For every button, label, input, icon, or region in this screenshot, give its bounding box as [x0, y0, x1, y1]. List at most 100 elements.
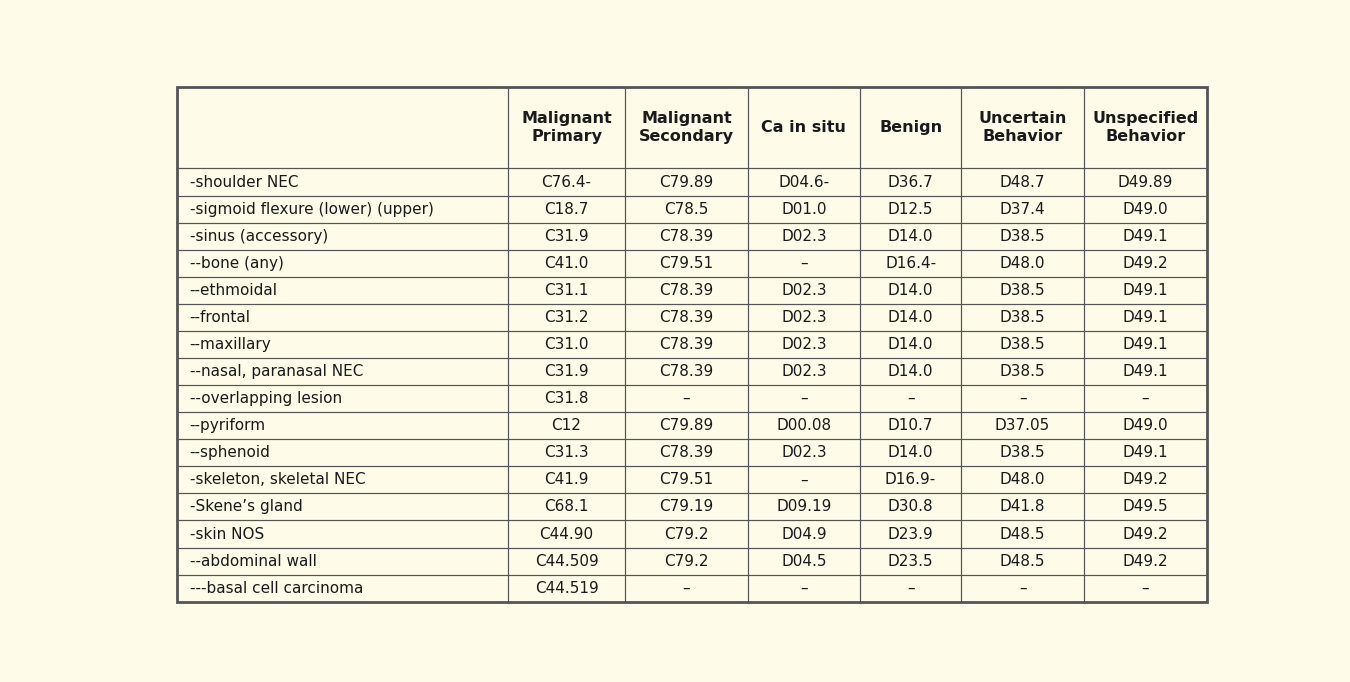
Bar: [625, 277, 748, 304]
Bar: [508, 412, 625, 439]
Text: D38.5: D38.5: [1000, 445, 1045, 460]
Text: C44.90: C44.90: [540, 527, 594, 542]
Text: C44.509: C44.509: [535, 554, 598, 569]
Bar: [961, 466, 1084, 493]
Bar: [1084, 548, 1207, 575]
Bar: [625, 575, 748, 602]
Bar: [625, 87, 748, 168]
Text: D48.5: D48.5: [1000, 554, 1045, 569]
Bar: [177, 548, 508, 575]
Bar: [860, 575, 961, 602]
Bar: [508, 196, 625, 222]
Bar: [625, 168, 748, 196]
Bar: [177, 250, 508, 277]
Bar: [748, 196, 860, 222]
Bar: [961, 222, 1084, 250]
Text: Malignant
Secondary: Malignant Secondary: [639, 111, 734, 145]
Bar: [1084, 222, 1207, 250]
Bar: [177, 439, 508, 466]
Text: C31.3: C31.3: [544, 445, 589, 460]
Text: C78.39: C78.39: [659, 310, 714, 325]
Text: D49.2: D49.2: [1122, 473, 1168, 488]
Bar: [961, 87, 1084, 168]
Bar: [1084, 520, 1207, 548]
Bar: [860, 548, 961, 575]
Text: D49.1: D49.1: [1122, 310, 1168, 325]
Bar: [748, 385, 860, 412]
Bar: [508, 358, 625, 385]
Text: C79.2: C79.2: [664, 527, 709, 542]
Text: C78.39: C78.39: [659, 337, 714, 352]
Bar: [177, 575, 508, 602]
Text: D09.19: D09.19: [776, 499, 832, 514]
Bar: [508, 331, 625, 358]
Bar: [748, 439, 860, 466]
Text: C79.2: C79.2: [664, 554, 709, 569]
Text: -Skene’s gland: -Skene’s gland: [189, 499, 302, 514]
Bar: [860, 466, 961, 493]
Bar: [860, 466, 961, 493]
Text: D16.9-: D16.9-: [886, 473, 936, 488]
Bar: [748, 358, 860, 385]
Bar: [748, 277, 860, 304]
Text: D02.3: D02.3: [782, 445, 826, 460]
Text: Benign: Benign: [879, 120, 942, 135]
Bar: [1084, 250, 1207, 277]
Bar: [508, 493, 625, 520]
Bar: [625, 520, 748, 548]
Text: D00.08: D00.08: [776, 418, 832, 433]
Bar: [860, 385, 961, 412]
Text: –: –: [801, 473, 807, 488]
Bar: [625, 439, 748, 466]
Text: --pyriform: --pyriform: [189, 418, 266, 433]
Bar: [961, 196, 1084, 222]
Bar: [177, 493, 508, 520]
Text: C76.4-: C76.4-: [541, 175, 591, 190]
Text: –: –: [801, 256, 807, 271]
Bar: [1084, 331, 1207, 358]
Text: D02.3: D02.3: [782, 310, 826, 325]
Bar: [1084, 87, 1207, 168]
Text: D10.7: D10.7: [888, 418, 933, 433]
Bar: [625, 222, 748, 250]
Bar: [860, 277, 961, 304]
Bar: [748, 250, 860, 277]
Bar: [1084, 548, 1207, 575]
Text: C31.9: C31.9: [544, 364, 589, 379]
Bar: [748, 222, 860, 250]
Text: D04.5: D04.5: [782, 554, 826, 569]
Text: D04.9: D04.9: [782, 527, 826, 542]
Bar: [508, 520, 625, 548]
Bar: [177, 385, 508, 412]
Bar: [625, 250, 748, 277]
Bar: [961, 304, 1084, 331]
Bar: [625, 548, 748, 575]
Bar: [1084, 304, 1207, 331]
Bar: [177, 304, 508, 331]
Bar: [508, 575, 625, 602]
Bar: [860, 222, 961, 250]
Bar: [1084, 385, 1207, 412]
Bar: [1084, 493, 1207, 520]
Bar: [625, 196, 748, 222]
Bar: [1084, 412, 1207, 439]
Text: --sphenoid: --sphenoid: [189, 445, 270, 460]
Text: C31.8: C31.8: [544, 391, 589, 406]
Bar: [961, 304, 1084, 331]
Bar: [508, 222, 625, 250]
Bar: [508, 331, 625, 358]
Text: C31.0: C31.0: [544, 337, 589, 352]
Bar: [177, 222, 508, 250]
Bar: [625, 385, 748, 412]
Text: D37.4: D37.4: [1000, 202, 1045, 217]
Text: D49.5: D49.5: [1122, 499, 1168, 514]
Bar: [961, 466, 1084, 493]
Bar: [177, 331, 508, 358]
Bar: [961, 222, 1084, 250]
Bar: [508, 385, 625, 412]
Text: -skeleton, skeletal NEC: -skeleton, skeletal NEC: [189, 473, 366, 488]
Bar: [625, 493, 748, 520]
Bar: [625, 385, 748, 412]
Bar: [1084, 222, 1207, 250]
Bar: [860, 520, 961, 548]
